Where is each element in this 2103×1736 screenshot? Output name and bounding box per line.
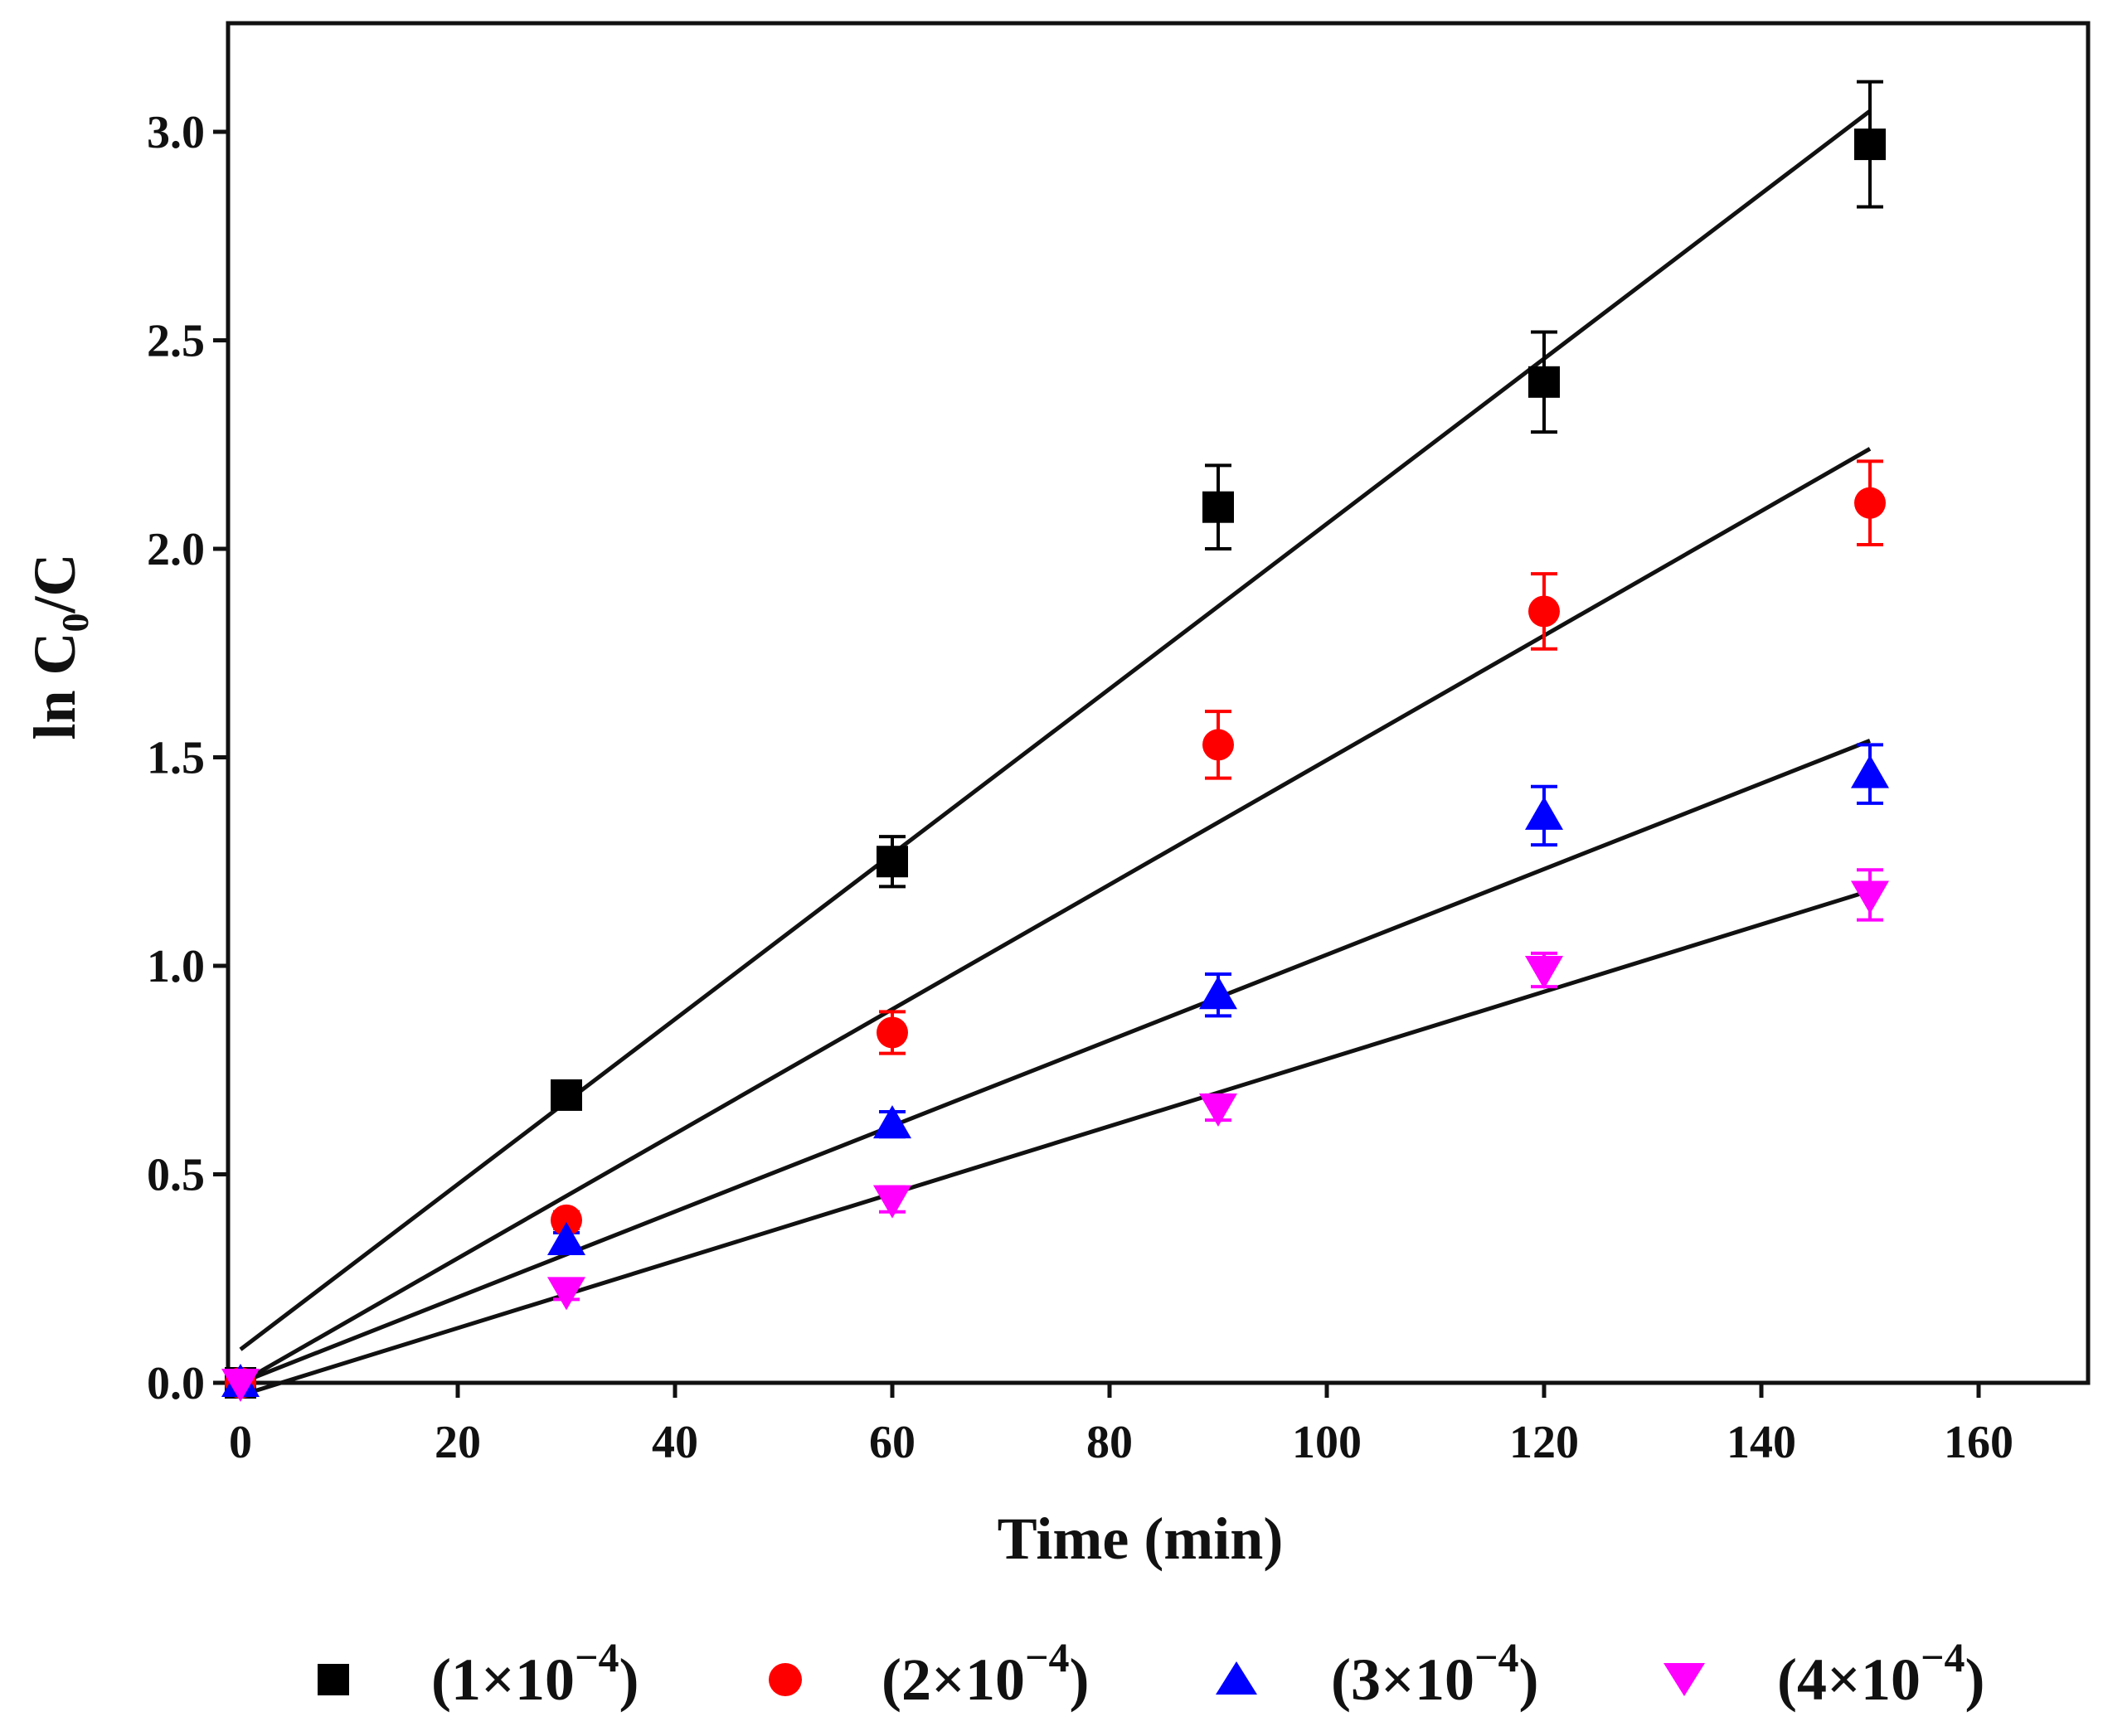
data-point-circle [1202,729,1234,761]
x-tick-label: 120 [1509,1417,1579,1468]
x-tick-label: 140 [1727,1417,1796,1468]
x-tick-label: 160 [1944,1417,2013,1468]
legend-marker-circle [769,1663,802,1696]
fit-line [239,447,1872,1385]
x-tick-label: 60 [869,1417,916,1468]
y-axis-title: ln C0/C [22,553,96,739]
y-tick-label: 2.5 [147,316,205,367]
y-tick-label: 0.0 [147,1358,205,1409]
data-point-triangle-up [547,1221,585,1255]
legend-item: (1×10−4) [318,1634,639,1713]
legend-label: (1×10−4) [431,1634,639,1713]
x-tick-label: 0 [229,1417,252,1468]
y-axis-title-subscript: 0 [54,613,96,632]
data-point-triangle-down [1851,880,1889,914]
x-axis-title: Time (min) [998,1506,1284,1572]
data-point-circle [877,1016,908,1049]
data-point-square [877,846,908,878]
y-axis-title-suffix: /C [22,553,88,613]
legend-item: (2×10−4) [769,1634,1090,1713]
legend-item: (4×10−4) [1663,1634,1985,1713]
x-tick-label: 100 [1292,1417,1362,1468]
data-point-triangle-up [1851,754,1889,788]
fit-line [240,889,1871,1398]
data-point-triangle-down [873,1185,911,1219]
legend-marker-square [318,1664,349,1695]
legend-label: (4×10−4) [1777,1634,1985,1713]
data-markers [221,129,1889,1402]
legend-marker-triangle-down [1663,1663,1705,1696]
x-tick-label: 40 [652,1417,698,1468]
data-point-triangle-up [873,1105,911,1139]
data-point-circle [1854,487,1886,519]
y-tick-label: 0.5 [147,1150,205,1201]
data-point-triangle-down [221,1369,260,1402]
fit-lines [239,109,1872,1398]
x-tick-label: 20 [435,1417,481,1468]
data-point-square [1854,129,1886,161]
legend-label: (2×10−4) [882,1634,1090,1713]
data-point-circle [1528,595,1560,628]
y-tick-label: 3.0 [147,107,205,158]
data-point-square [1202,491,1234,523]
data-point-triangle-down [547,1277,585,1311]
legend-marker-triangle-up [1216,1661,1257,1695]
legend: (1×10−4) (2×10−4) (3×10−4) (4×10−4) [318,1634,1985,1713]
y-tick-label: 1.5 [147,733,205,784]
data-point-triangle-down [1525,956,1563,990]
y-axis-title-prefix: ln C [22,632,88,739]
y-tick-label: 2.0 [147,524,205,575]
fit-line [239,109,1872,1351]
data-point-triangle-up [1199,976,1237,1010]
data-point-circle [551,1204,582,1236]
fit-line [240,739,1871,1385]
x-tick-label: 80 [1086,1417,1133,1468]
data-point-triangle-up [1525,796,1563,830]
data-point-square [551,1079,582,1111]
legend-label: (3×10−4) [1331,1634,1539,1713]
data-point-triangle-down [1199,1093,1237,1127]
plot-frame [226,21,2091,1385]
legend-item: (3×10−4) [1216,1634,1539,1713]
y-ticks: 0.0 0.5 1.0 1.5 2.0 2.5 3.0 [147,107,228,1409]
x-ticks: 0 20 40 60 80 100 120 140 160 [229,1383,2013,1468]
y-tick-label: 1.0 [147,941,205,992]
data-point-square [1528,366,1560,398]
